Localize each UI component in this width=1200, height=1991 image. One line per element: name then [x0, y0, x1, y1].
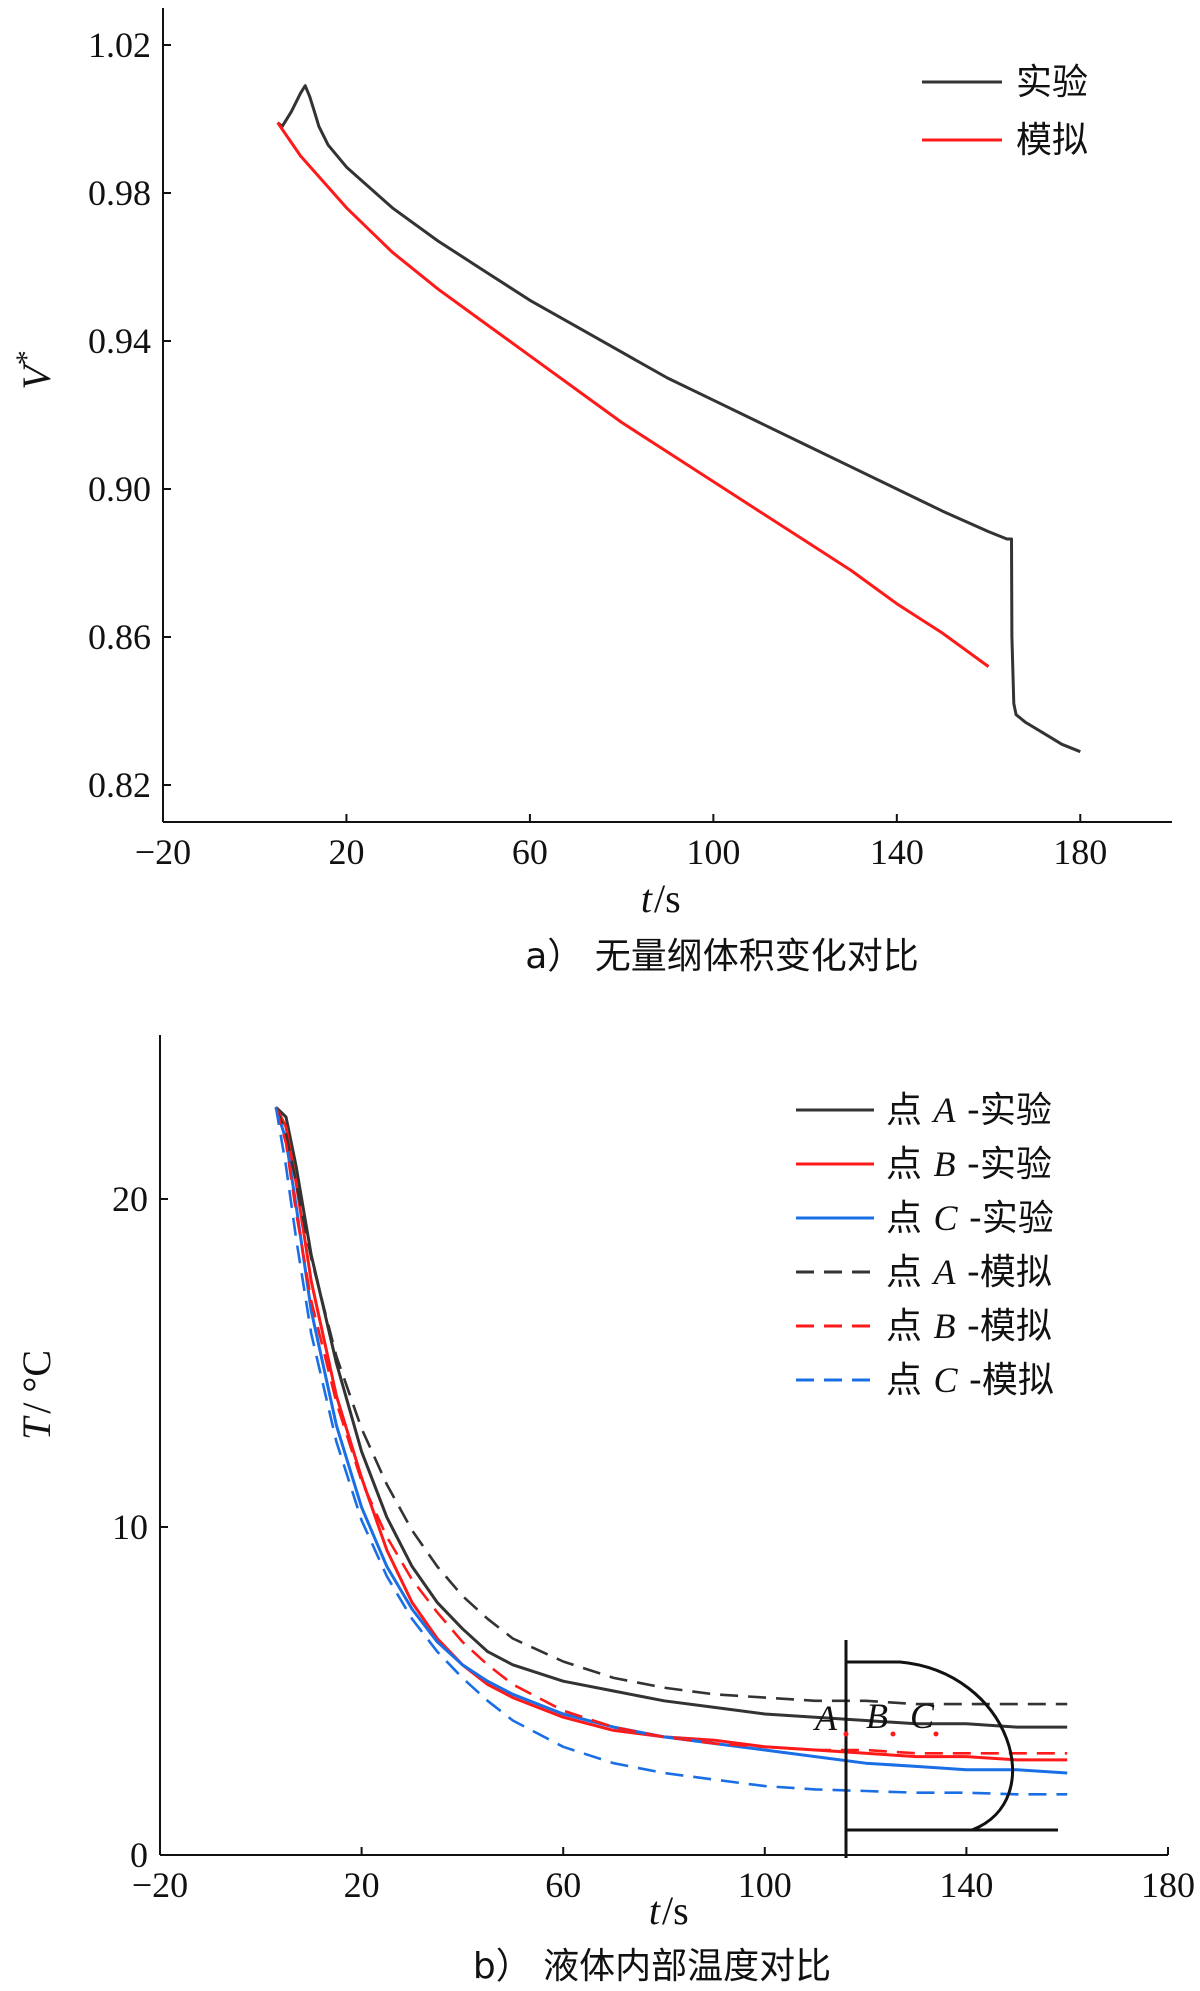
y-tick-label: 0.82: [88, 765, 151, 805]
chart-a-xlabel-var: t: [641, 876, 653, 921]
inset-point-a-dot: [843, 1731, 849, 1737]
y-tick-label: 20: [112, 1179, 148, 1219]
y-tick-label: 0.94: [88, 321, 151, 361]
chart-b-axes: [159, 1035, 1168, 1856]
x-tick-label: 140: [870, 832, 924, 872]
legend-label: 点 A -实验: [886, 1090, 1052, 1131]
x-tick-label: −20: [132, 1865, 188, 1905]
legend-label: 模拟: [1016, 120, 1088, 161]
chart-a-ylabel: V*: [10, 350, 59, 389]
chart-a-axes: [162, 8, 1172, 823]
x-tick-label: 180: [1053, 832, 1107, 872]
chart-b-inset-diagram: A B C: [813, 1640, 1058, 1858]
y-tick-label: 0: [130, 1835, 148, 1875]
chart-b-xlabel-unit: /s: [662, 1888, 689, 1933]
chart-b-series-line-4: [274, 1106, 1068, 1755]
legend-label: 点 B -模拟: [886, 1306, 1052, 1347]
chart-a-series-line-0: [276, 84, 1081, 754]
chart-b-ticks: −20 20 60 100 140 180 0 10 20: [112, 1179, 1195, 1905]
legend-label: 实验: [1016, 62, 1088, 103]
chart-a-ticks: −20 20 60 100 140 180 0.82 0.86 0.90 0.94 0.98 1.02: [88, 25, 1107, 872]
inset-label-c: C: [910, 1696, 935, 1736]
inset-point-b-dot: [890, 1731, 896, 1737]
inset-label-b: B: [866, 1696, 888, 1736]
chart-a-series: [276, 84, 1081, 754]
chart-b-series-line-3: [274, 1106, 1068, 1706]
chart-a-xlabel-unit: /s: [654, 876, 681, 921]
x-tick-label: 20: [328, 832, 364, 872]
inset-label-a: A: [813, 1698, 838, 1738]
y-tick-label: 0.86: [88, 617, 151, 657]
chart-a: −20 20 60 100 140 180 0.82 0.86 0.90 0.94 0.98 1.02…: [10, 8, 1172, 977]
chart-b: −20 20 60 100 140 180 0 10 20 A B C t /s T/ °C 点…: [14, 1035, 1195, 1987]
x-tick-label: 100: [686, 832, 740, 872]
chart-b-xlabel-var: t: [649, 1888, 661, 1933]
inset-point-c-dot: [933, 1731, 939, 1737]
x-tick-label: 140: [939, 1865, 993, 1905]
y-tick-label: 0.90: [88, 469, 151, 509]
chart-b-legend: 点 A -实验点 B -实验点 C -实验点 A -模拟点 B -模拟点 C -…: [796, 1090, 1054, 1401]
x-tick-label: 100: [738, 1865, 792, 1905]
legend-label: 点 C -模拟: [886, 1360, 1054, 1401]
x-tick-label: 60: [545, 1865, 581, 1905]
chart-b-caption: b） 液体内部温度对比: [473, 1946, 831, 1987]
inset-droplet-outline: [846, 1660, 1015, 1832]
chart-b-series: [274, 1106, 1068, 1796]
y-tick-label: 10: [112, 1507, 148, 1547]
x-tick-label: 180: [1141, 1865, 1195, 1905]
y-tick-label: 0.98: [88, 173, 151, 213]
legend-label: 点 C -实验: [886, 1198, 1054, 1239]
x-tick-label: 60: [512, 832, 548, 872]
y-tick-label: 1.02: [88, 25, 151, 65]
chart-b-series-line-5: [274, 1106, 1068, 1796]
x-tick-label: 20: [344, 1865, 380, 1905]
chart-b-ylabel: T/ °C: [14, 1350, 59, 1440]
chart-b-series-line-2: [274, 1106, 1068, 1775]
x-tick-label: −20: [135, 832, 191, 872]
chart-a-caption: a） 无量纲体积变化对比: [525, 936, 919, 977]
legend-label: 点 B -实验: [886, 1144, 1052, 1185]
chart-b-series-line-1: [274, 1106, 1068, 1762]
chart-a-series-line-1: [276, 121, 990, 668]
legend-label: 点 A -模拟: [886, 1252, 1052, 1293]
